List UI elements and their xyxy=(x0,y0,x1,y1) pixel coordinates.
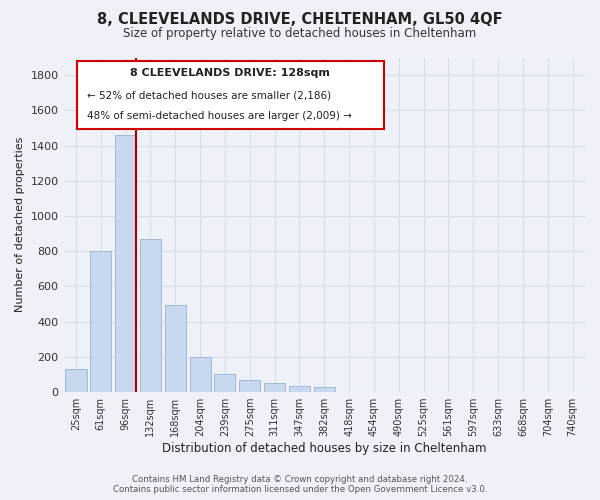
Text: 8 CLEEVELANDS DRIVE: 128sqm: 8 CLEEVELANDS DRIVE: 128sqm xyxy=(130,68,331,78)
FancyBboxPatch shape xyxy=(77,61,384,130)
Text: 48% of semi-detached houses are larger (2,009) →: 48% of semi-detached houses are larger (… xyxy=(87,111,352,121)
Text: 8, CLEEVELANDS DRIVE, CHELTENHAM, GL50 4QF: 8, CLEEVELANDS DRIVE, CHELTENHAM, GL50 4… xyxy=(97,12,503,28)
Bar xyxy=(239,380,260,392)
Text: ← 52% of detached houses are smaller (2,186): ← 52% of detached houses are smaller (2,… xyxy=(87,90,331,100)
Text: Size of property relative to detached houses in Cheltenham: Size of property relative to detached ho… xyxy=(124,28,476,40)
Bar xyxy=(65,369,86,392)
Bar xyxy=(264,384,285,392)
Text: Contains public sector information licensed under the Open Government Licence v3: Contains public sector information licen… xyxy=(113,485,487,494)
Text: Contains HM Land Registry data © Crown copyright and database right 2024.: Contains HM Land Registry data © Crown c… xyxy=(132,475,468,484)
X-axis label: Distribution of detached houses by size in Cheltenham: Distribution of detached houses by size … xyxy=(162,442,487,455)
Bar xyxy=(165,305,186,392)
Bar xyxy=(90,251,112,392)
Y-axis label: Number of detached properties: Number of detached properties xyxy=(15,137,25,312)
Bar xyxy=(289,386,310,392)
Bar xyxy=(140,239,161,392)
Bar xyxy=(190,357,211,392)
Bar xyxy=(115,135,136,392)
Bar xyxy=(314,387,335,392)
Bar xyxy=(214,374,235,392)
